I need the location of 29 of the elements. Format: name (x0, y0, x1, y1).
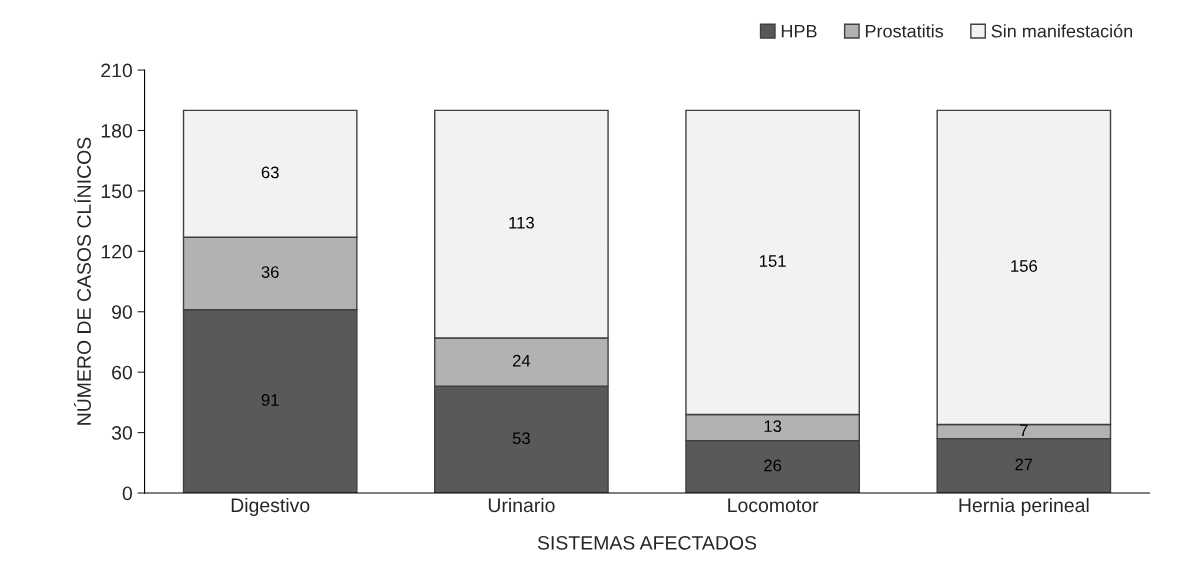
data-label: 63 (261, 166, 279, 179)
y-tick-label: 0 (122, 486, 132, 501)
legend-label: Sin manifestación (991, 24, 1133, 38)
y-tick-label: 30 (111, 426, 133, 440)
y-tick-label: 120 (101, 244, 133, 259)
data-label: 151 (759, 255, 786, 267)
x-tick-label: Locomotor (728, 498, 819, 513)
data-label: 24 (512, 354, 531, 367)
x-tick-label: Urinario (488, 497, 555, 513)
data-label: 26 (764, 459, 782, 472)
data-label: 7 (1020, 424, 1028, 436)
data-label: 36 (261, 266, 279, 278)
x-axis-title: SISTEMAS AFECTADOS (537, 535, 757, 550)
data-label: 53 (512, 432, 530, 445)
data-label: 91 (261, 394, 279, 406)
y-tick-label: 180 (101, 123, 133, 138)
data-label: 156 (1011, 260, 1038, 272)
x-tick-label: Hernia perineal (959, 497, 1089, 517)
x-tick-label: Digestivo (231, 497, 310, 517)
y-tick-label: 90 (112, 305, 133, 319)
y-tick-label: 60 (112, 365, 133, 380)
y-axis-title: NÚMERO DE CASOS CLÍNICOS (73, 137, 91, 425)
legend-label: Prostatitis (865, 24, 944, 38)
data-label: 27 (1015, 458, 1033, 471)
data-label: 13 (764, 420, 782, 433)
data-label: 113 (509, 216, 534, 229)
legend-label: HPB (781, 24, 817, 38)
y-tick-label: 210 (101, 63, 133, 78)
y-tick-label: 150 (101, 184, 133, 199)
